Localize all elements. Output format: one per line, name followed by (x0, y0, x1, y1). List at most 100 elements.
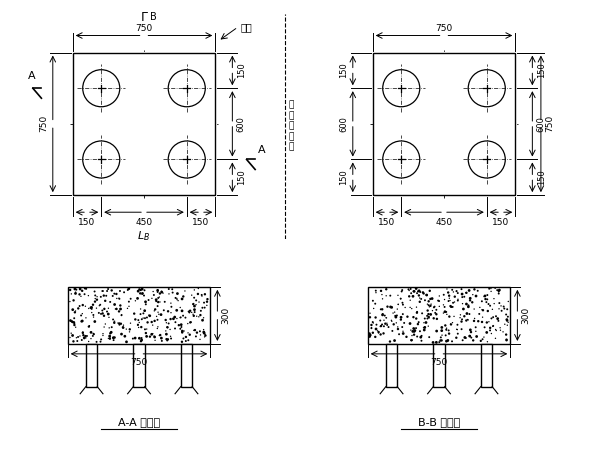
Point (469, 306, 479, 313)
Point (455, 314, 465, 321)
Point (148, 288, 158, 295)
Bar (481, 344, 492, 387)
Point (442, 326, 451, 333)
Point (503, 319, 513, 326)
Point (396, 314, 406, 321)
Point (200, 331, 210, 338)
Point (414, 319, 424, 326)
Point (172, 315, 182, 322)
Point (428, 339, 438, 346)
Point (179, 335, 188, 342)
Text: 线
路
设
计
线: 线 路 设 计 线 (289, 101, 293, 151)
Point (106, 330, 115, 337)
Point (99, 312, 109, 319)
Point (78, 329, 88, 337)
Point (502, 331, 511, 338)
Point (385, 292, 395, 299)
Text: 600: 600 (536, 116, 545, 132)
Point (382, 320, 392, 327)
Point (466, 334, 476, 341)
Point (405, 320, 415, 327)
Point (126, 295, 136, 302)
Point (90, 318, 100, 325)
Point (188, 301, 198, 308)
Point (391, 312, 400, 319)
Point (461, 317, 471, 324)
Point (194, 313, 203, 320)
Point (176, 321, 186, 328)
Point (92, 305, 101, 312)
Point (151, 296, 161, 303)
Point (175, 314, 185, 321)
Point (144, 311, 154, 319)
Point (442, 324, 451, 332)
Point (386, 317, 396, 324)
Point (370, 333, 380, 341)
Point (436, 334, 446, 341)
Point (152, 316, 162, 324)
Point (147, 331, 157, 338)
Point (164, 285, 173, 292)
Point (503, 298, 513, 305)
Point (71, 324, 80, 331)
Point (173, 290, 182, 297)
Point (90, 298, 100, 305)
Point (106, 298, 115, 306)
Point (415, 288, 425, 296)
Point (91, 295, 100, 302)
Point (482, 338, 492, 345)
Point (154, 298, 163, 306)
Point (68, 306, 77, 313)
Bar (181, 344, 192, 387)
Point (110, 306, 120, 313)
Point (400, 320, 409, 327)
Point (416, 333, 425, 341)
Point (494, 287, 504, 294)
Point (488, 306, 497, 313)
Point (452, 326, 462, 333)
Point (455, 311, 465, 319)
Point (414, 292, 424, 299)
Point (392, 312, 401, 319)
Point (503, 313, 512, 320)
Point (115, 288, 125, 295)
Point (377, 291, 387, 298)
Point (490, 300, 499, 307)
Point (107, 324, 116, 331)
Text: 750: 750 (40, 115, 49, 132)
Point (149, 307, 159, 315)
Point (406, 327, 416, 334)
Point (200, 332, 210, 339)
Point (378, 311, 388, 319)
Point (479, 293, 489, 300)
Text: $L_B$: $L_B$ (137, 230, 151, 243)
Point (172, 307, 182, 314)
Point (446, 321, 456, 328)
Point (406, 304, 415, 311)
Text: 750: 750 (130, 358, 148, 367)
Point (116, 302, 125, 309)
Point (159, 307, 169, 314)
Point (181, 333, 191, 341)
Point (494, 300, 504, 307)
Point (476, 338, 485, 345)
Point (488, 322, 498, 329)
Point (78, 328, 88, 336)
Point (460, 293, 469, 300)
Point (101, 292, 111, 299)
Text: 150: 150 (236, 63, 245, 78)
Point (477, 306, 487, 313)
Point (154, 310, 164, 318)
Point (407, 337, 416, 344)
Point (92, 293, 102, 300)
Point (131, 316, 140, 323)
Point (137, 315, 146, 323)
Point (78, 302, 88, 309)
Point (461, 289, 471, 297)
Point (82, 285, 91, 292)
Point (152, 313, 161, 320)
Point (445, 295, 454, 302)
Point (453, 296, 463, 303)
Point (137, 337, 146, 344)
Point (112, 295, 122, 302)
